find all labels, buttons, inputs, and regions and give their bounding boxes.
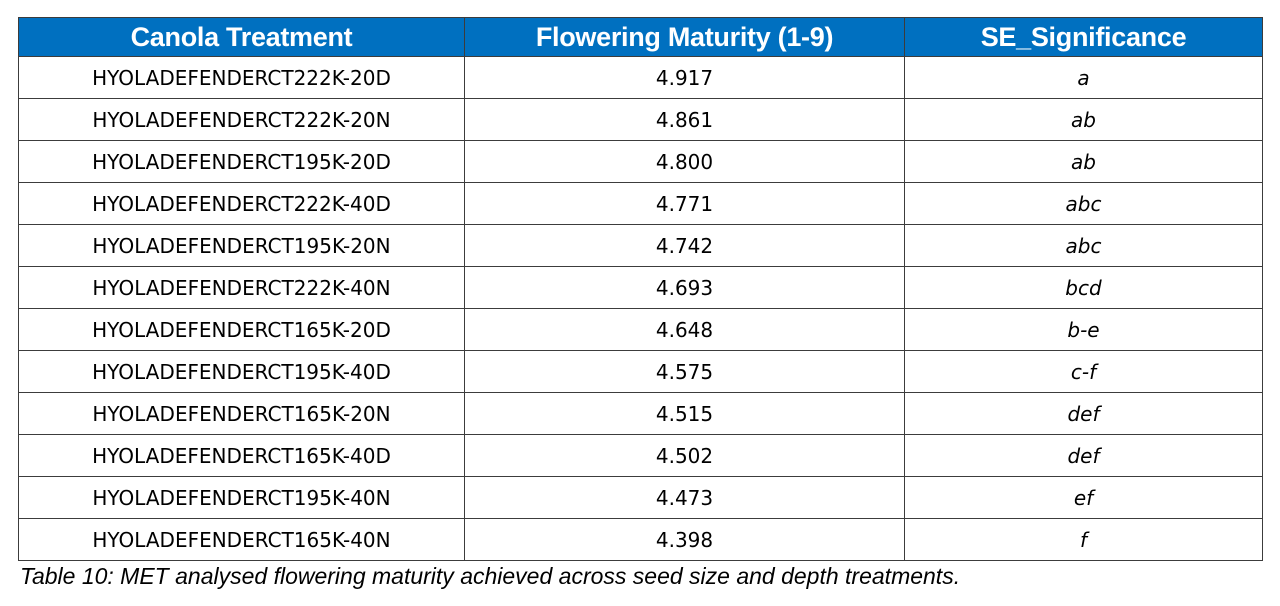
results-table-container: Canola Treatment Flowering Maturity (1-9… — [18, 17, 1263, 561]
table-header-row: Canola Treatment Flowering Maturity (1-9… — [18, 17, 1263, 57]
cell-treatment: HYOLADEFENDERCT222K-40N — [18, 266, 465, 309]
cell-flowering-maturity: 4.515 — [464, 392, 905, 435]
header-flowering-maturity: Flowering Maturity (1-9) — [464, 17, 905, 57]
table-row: HYOLADEFENDERCT222K-40D 4.771 abc — [18, 182, 1263, 225]
cell-significance: abc — [904, 182, 1263, 225]
table-row: HYOLADEFENDERCT195K-40D 4.575 c-f — [18, 350, 1263, 393]
table-row: HYOLADEFENDERCT195K-20D 4.800 ab — [18, 140, 1263, 183]
cell-flowering-maturity: 4.502 — [464, 434, 905, 477]
cell-significance: def — [904, 392, 1263, 435]
cell-flowering-maturity: 4.473 — [464, 476, 905, 519]
table-row: HYOLADEFENDERCT222K-40N 4.693 bcd — [18, 266, 1263, 309]
cell-treatment: HYOLADEFENDERCT165K-20N — [18, 392, 465, 435]
cell-flowering-maturity: 4.771 — [464, 182, 905, 225]
cell-treatment: HYOLADEFENDERCT195K-20N — [18, 224, 465, 267]
cell-treatment: HYOLADEFENDERCT195K-40D — [18, 350, 465, 393]
cell-treatment: HYOLADEFENDERCT165K-40D — [18, 434, 465, 477]
cell-flowering-maturity: 4.742 — [464, 224, 905, 267]
flowering-maturity-table: Canola Treatment Flowering Maturity (1-9… — [18, 17, 1263, 561]
table-row: HYOLADEFENDERCT165K-20D 4.648 b-e — [18, 308, 1263, 351]
cell-flowering-maturity: 4.575 — [464, 350, 905, 393]
table-row: HYOLADEFENDERCT165K-40N 4.398 f — [18, 518, 1263, 561]
cell-treatment: HYOLADEFENDERCT222K-40D — [18, 182, 465, 225]
header-canola-treatment: Canola Treatment — [18, 17, 465, 57]
cell-treatment: HYOLADEFENDERCT195K-40N — [18, 476, 465, 519]
table-row: HYOLADEFENDERCT222K-20D 4.917 a — [18, 56, 1263, 99]
header-se-significance: SE_Significance — [904, 17, 1263, 57]
cell-flowering-maturity: 4.648 — [464, 308, 905, 351]
table-row: HYOLADEFENDERCT165K-20N 4.515 def — [18, 392, 1263, 435]
cell-significance: ab — [904, 140, 1263, 183]
cell-flowering-maturity: 4.398 — [464, 518, 905, 561]
cell-treatment: HYOLADEFENDERCT195K-20D — [18, 140, 465, 183]
table-row: HYOLADEFENDERCT195K-40N 4.473 ef — [18, 476, 1263, 519]
cell-significance: a — [904, 56, 1263, 99]
cell-treatment: HYOLADEFENDERCT165K-20D — [18, 308, 465, 351]
cell-significance: bcd — [904, 266, 1263, 309]
cell-significance: f — [904, 518, 1263, 561]
cell-significance: c-f — [904, 350, 1263, 393]
cell-significance: ef — [904, 476, 1263, 519]
cell-significance: def — [904, 434, 1263, 477]
table-row: HYOLADEFENDERCT165K-40D 4.502 def — [18, 434, 1263, 477]
cell-significance: b-e — [904, 308, 1263, 351]
cell-significance: ab — [904, 98, 1263, 141]
cell-treatment: HYOLADEFENDERCT222K-20D — [18, 56, 465, 99]
cell-treatment: HYOLADEFENDERCT222K-20N — [18, 98, 465, 141]
cell-treatment: HYOLADEFENDERCT165K-40N — [18, 518, 465, 561]
cell-flowering-maturity: 4.861 — [464, 98, 905, 141]
cell-flowering-maturity: 4.917 — [464, 56, 905, 99]
cell-flowering-maturity: 4.693 — [464, 266, 905, 309]
table-caption: Table 10: MET analysed flowering maturit… — [20, 563, 961, 589]
cell-flowering-maturity: 4.800 — [464, 140, 905, 183]
table-row: HYOLADEFENDERCT195K-20N 4.742 abc — [18, 224, 1263, 267]
table-row: HYOLADEFENDERCT222K-20N 4.861 ab — [18, 98, 1263, 141]
table-body: HYOLADEFENDERCT222K-20D 4.917 a HYOLADEFEND… — [18, 56, 1263, 561]
cell-significance: abc — [904, 224, 1263, 267]
